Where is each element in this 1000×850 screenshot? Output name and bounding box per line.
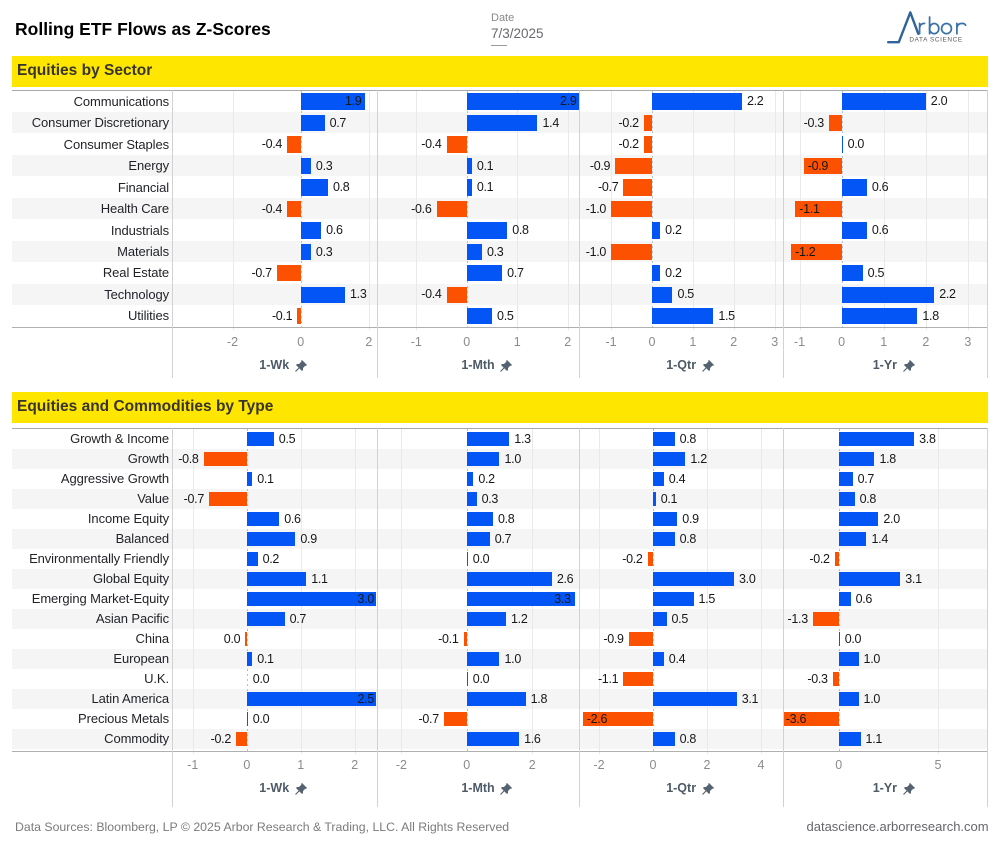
svg-text:DATA SCIENCE: DATA SCIENCE: [909, 37, 962, 44]
